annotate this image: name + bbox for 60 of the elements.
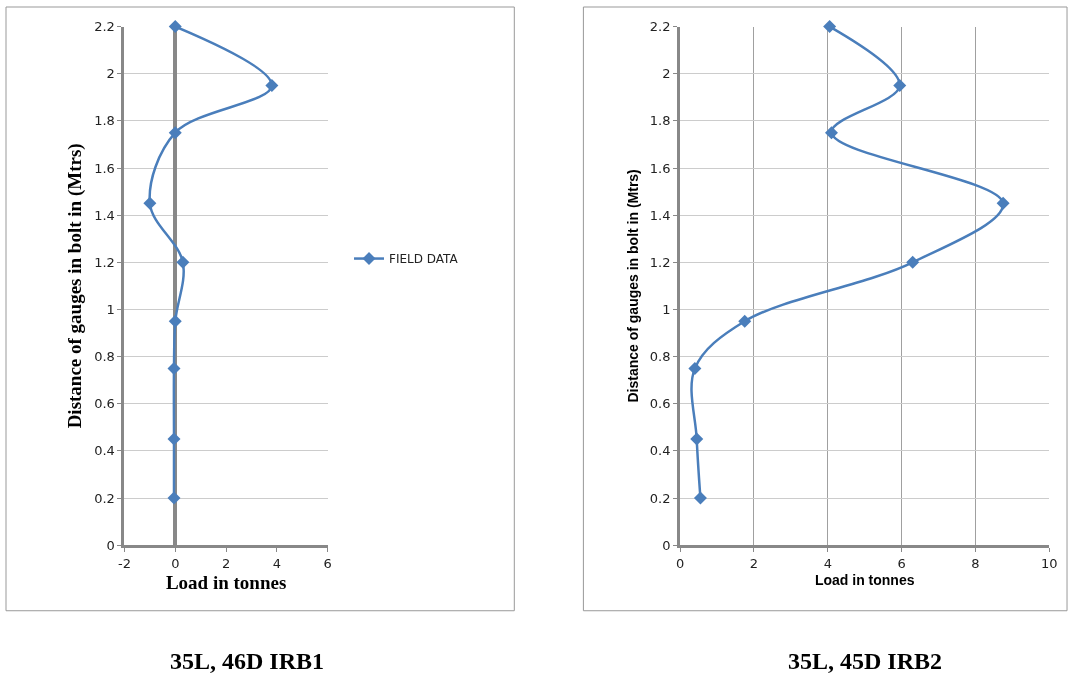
point	[167, 491, 181, 505]
y-tick-label: 0.4	[94, 443, 115, 459]
point	[168, 126, 182, 140]
y-tick-label: 0.6	[94, 396, 115, 412]
x-tick-label: 0	[171, 555, 180, 571]
x-tick-label: -2	[117, 555, 131, 571]
y-tick-label: 1.6	[649, 160, 671, 176]
x-axis-title: Load in tonnes	[814, 572, 915, 589]
x-axis-title: Load in tonnes	[165, 571, 287, 593]
y-tick-label: 1.2	[649, 254, 671, 270]
y-tick-label: 2.2	[94, 19, 115, 35]
point	[690, 432, 704, 446]
point	[893, 79, 907, 92]
x-tick-label: 2	[749, 555, 759, 571]
y-tick-label: 0.2	[649, 490, 671, 506]
point	[168, 20, 182, 34]
y-tick-label: 2.2	[649, 19, 671, 35]
y-tick-label: 2	[662, 66, 671, 82]
x-tick-label: 4	[272, 555, 282, 571]
x-tick-label: 6	[323, 555, 332, 571]
y-tick-label: 0	[662, 537, 671, 553]
point	[143, 196, 157, 210]
y-tick-label: 0.6	[649, 396, 671, 412]
text: 35L, 46D IRB1	[170, 648, 325, 674]
point	[738, 314, 752, 328]
y-axis-title: Distance of gauges in bolt in (Mtrs)	[64, 143, 86, 429]
y-axis-title: Distance of gauges in bolt in (Mtrs)	[625, 169, 642, 403]
point	[176, 255, 190, 269]
y-tick-label: 1	[662, 302, 671, 317]
point	[824, 126, 838, 140]
point	[167, 361, 181, 375]
x-tick-label: 10	[1040, 555, 1058, 571]
point	[167, 432, 181, 446]
y-tick-label: 1.8	[94, 113, 115, 129]
y-tick-label: 1.4	[94, 207, 115, 223]
x-tick-label: 8	[971, 555, 980, 571]
point	[688, 361, 702, 375]
point	[693, 491, 707, 505]
y-tick-label: 1.8	[649, 113, 671, 129]
x-tick-label: 4	[823, 555, 832, 571]
y-tick-label: 0.2	[94, 490, 115, 506]
point	[168, 314, 182, 328]
legend-label: FIELD DATA	[389, 252, 459, 267]
y-tick-label: 0	[106, 537, 115, 553]
y-tick-label: 0.4	[649, 443, 671, 459]
y-tick-label: 1.2	[94, 254, 115, 270]
y-tick-label: 1	[106, 302, 115, 317]
y-tick-label: 2	[106, 66, 115, 82]
y-tick-label: 1.4	[649, 207, 671, 223]
y-tick-label: 1.6	[94, 160, 115, 176]
y-tick-label: 0.8	[649, 349, 671, 365]
y-tick-label: 0.8	[94, 349, 115, 365]
point	[265, 79, 279, 92]
text: 35L, 45D IRB2	[788, 648, 943, 674]
point	[823, 20, 837, 34]
x-tick-label: 2	[221, 555, 231, 571]
x-tick-label: 0	[675, 555, 685, 571]
point	[906, 255, 920, 269]
point	[996, 196, 1010, 210]
x-tick-label: 6	[897, 555, 906, 571]
